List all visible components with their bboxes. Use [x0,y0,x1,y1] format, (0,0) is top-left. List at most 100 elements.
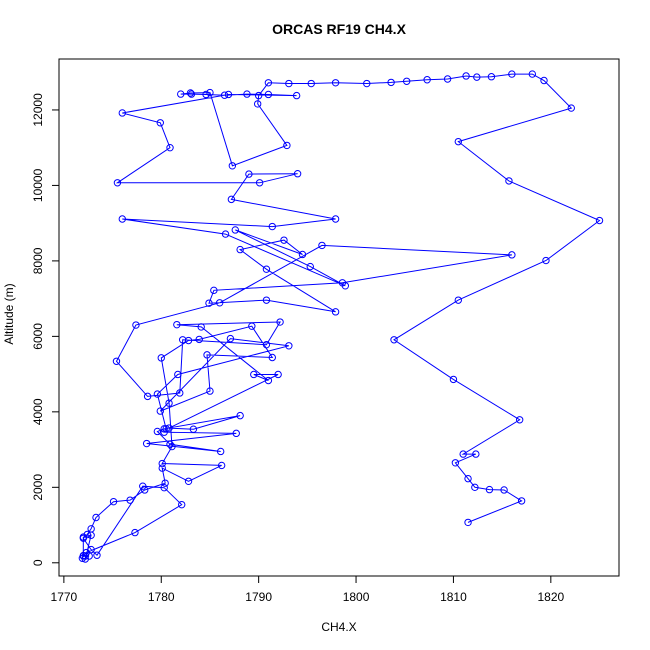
data-point [220,91,229,99]
data-point [224,90,233,99]
data-point [464,518,472,527]
chart-title: ORCAS RF19 CH4.X [272,21,406,37]
data-point [285,342,293,350]
data-point [142,439,151,448]
data-point [268,353,276,362]
data-point [203,351,211,359]
data-point [254,91,263,100]
data-point [262,340,271,349]
data-point [83,530,91,539]
data-point [184,477,193,485]
data-point [262,265,271,273]
data-point [132,321,140,329]
data-point [505,177,513,185]
data-point [540,76,548,85]
data-point [166,440,174,448]
data-point [216,447,225,456]
data-point [236,411,244,420]
data-point [567,104,575,112]
data-point [217,461,226,470]
x-tick-label: 1820 [537,590,564,604]
data-point [189,425,198,433]
data-point [338,279,347,287]
series-line [82,73,601,560]
y-tick-label: 2000 [31,474,45,501]
data-point [331,308,340,316]
data-point [221,230,230,238]
data-point [253,100,262,108]
data-point [93,551,101,559]
data-point [268,222,276,231]
data-point [508,70,516,78]
data-point [528,70,537,78]
x-tick-label: 1800 [343,590,370,604]
data-point [423,76,431,84]
data-point [459,450,467,458]
data-point [184,336,193,345]
data-point [81,555,89,563]
data-point [118,109,127,117]
data-point [255,179,264,187]
data-point [165,399,173,407]
data-point [173,320,181,329]
data-point [318,241,326,250]
plot-frame [58,58,620,577]
y-tick-label: 6000 [31,323,45,350]
data-point [306,262,314,271]
data-point [485,485,494,494]
data-point [454,296,463,304]
data-point [153,390,162,398]
data-point [202,90,210,99]
data-point [464,474,472,483]
data-point [118,215,127,223]
data-point [228,162,237,170]
data-point [542,256,550,265]
data-point [165,424,173,432]
y-tick-label: 0 [31,559,45,566]
data-point [168,442,176,451]
data-point [363,79,371,88]
data-point [187,90,196,98]
data-point [160,483,168,492]
data-point [112,357,121,365]
data-point [595,216,604,225]
data-point [226,334,235,343]
y-axis-label: Altitude (m) [2,283,16,344]
data-point [283,141,291,150]
data-point [231,226,239,234]
data-point [160,425,168,433]
data-point [274,370,282,379]
y-tick-label: 12000 [31,93,45,127]
data-point [156,119,164,127]
data-point [443,75,452,83]
x-axis-label: CH4.X [321,620,356,634]
data-point [276,318,284,326]
data-point [449,375,458,384]
data-point [500,486,508,494]
data-point [243,90,251,98]
data-point [307,79,315,88]
data-point [285,79,293,88]
data-point [515,416,524,424]
data-point [210,286,218,295]
y-tick-label: 10000 [31,168,45,202]
data-point [264,79,273,87]
y-tick-label: 8000 [31,247,45,274]
data-point [126,496,134,504]
data-point [215,299,224,307]
data-point [331,79,340,87]
data-point [92,513,100,522]
data-point [298,250,307,259]
data-point [186,89,195,97]
y-axis: 0 2000 4000 6000 8000 10000 12000 [31,93,60,566]
x-tick-label: 1790 [245,590,272,604]
data-point [250,370,258,379]
x-axis: 1770 1780 1790 1800 1810 1820 [51,575,564,604]
data-point [205,299,213,307]
data-point [178,500,186,509]
data-point [143,392,152,401]
data-point [177,90,185,98]
data-point [236,245,244,254]
data-point [473,73,481,81]
